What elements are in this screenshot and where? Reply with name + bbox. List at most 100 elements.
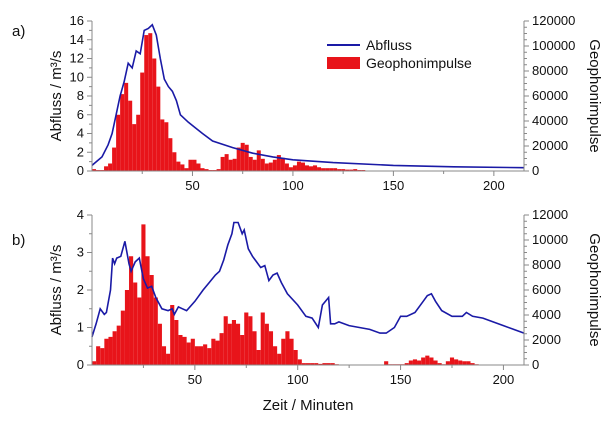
geophon-bar — [337, 169, 342, 171]
geophon-bar — [277, 353, 282, 365]
geophon-bar — [132, 124, 137, 171]
geophon-bar — [145, 256, 150, 365]
geophon-bar — [182, 336, 187, 365]
panel-a: 50 100 150 200 0 2 4 6 8 10 12 14 16 0 20000 40000 60000… — [70, 13, 576, 193]
geophon-bar — [96, 346, 101, 365]
geophon-bar — [164, 122, 169, 171]
y2-tick-label: 2000 — [532, 332, 561, 347]
geophon-bar — [425, 355, 430, 365]
geophon-bar — [204, 169, 209, 171]
geophon-bar — [124, 290, 130, 365]
geophon-bar — [188, 159, 193, 171]
y2-tick-label: 60000 — [532, 88, 568, 103]
geophon-bar — [330, 363, 335, 365]
y-tick-label: 10 — [70, 69, 84, 84]
y2-tick-label: 8000 — [532, 257, 561, 272]
geophon-bar — [408, 360, 413, 365]
geophon-bar — [100, 348, 105, 365]
y2-tick-label: 0 — [532, 163, 539, 178]
geophon-bar — [268, 331, 274, 365]
y2-tick-label: 120000 — [532, 13, 575, 28]
geophon-bar — [325, 168, 330, 171]
geophon-bar — [108, 163, 113, 171]
geophon-bar — [198, 346, 204, 365]
y-tick-label: 0 — [77, 163, 84, 178]
y2-tick-label: 6000 — [532, 282, 561, 297]
y2-tick-label: 12000 — [532, 207, 568, 222]
y-tick-label: 14 — [70, 32, 84, 47]
geophon-bar — [310, 363, 315, 365]
geophon-bar — [240, 142, 245, 171]
legend-swatch-geophonimpulse — [327, 57, 360, 69]
y-tick-label: 2 — [77, 282, 84, 297]
geophon-bar — [156, 86, 161, 171]
geophon-bar — [417, 360, 422, 365]
geophon-bar — [108, 336, 113, 365]
y2-tick-label: 80000 — [532, 63, 568, 78]
geophon-bar — [104, 338, 109, 365]
geophon-bar — [248, 316, 253, 365]
geophon-bar — [264, 323, 269, 365]
geophon-bar — [273, 346, 278, 365]
geophon-bar — [345, 169, 350, 171]
geophon-bar — [92, 361, 97, 365]
geophon-bar — [317, 167, 322, 171]
geophon-bar — [297, 359, 302, 365]
geophon-bar — [124, 82, 129, 171]
geophon-bar — [236, 147, 241, 171]
y2-tick-label: 20000 — [532, 138, 568, 153]
abfluss-line — [91, 23, 525, 169]
geophon-bar — [314, 363, 319, 365]
geophon-bar — [329, 168, 334, 171]
geophon-bar — [128, 100, 133, 171]
geophon-bar — [172, 152, 177, 171]
geophon-bar — [224, 154, 229, 171]
y-tick-label: 6 — [77, 107, 84, 122]
geophon-bar — [153, 297, 158, 365]
y2-tick-label: 10000 — [532, 232, 568, 247]
geophon-bar — [244, 312, 249, 365]
x-tick-label: 200 — [493, 372, 515, 387]
x-tick-label: 200 — [483, 178, 505, 193]
geophon-bar — [166, 353, 171, 365]
geophon-bar — [231, 320, 236, 365]
geophon-bar — [157, 323, 162, 365]
y2-tick-label: 0 — [532, 357, 539, 372]
geophon-bar — [148, 33, 153, 171]
y-tick-label: 1 — [77, 320, 84, 335]
geophon-bar — [215, 340, 220, 365]
geophon-bar — [149, 275, 154, 365]
geophon-bar — [244, 144, 249, 171]
y-tick-label: 12 — [70, 51, 84, 66]
geophon-bar — [454, 359, 459, 365]
geophon-bar — [180, 164, 185, 171]
geophon-bar — [296, 161, 301, 171]
geophon-bar — [116, 325, 121, 365]
geophon-bar — [293, 350, 298, 365]
geophon-bar — [309, 166, 314, 171]
y-tick-label: 3 — [77, 245, 84, 260]
geophon-bar — [264, 163, 269, 171]
geophon-bar — [120, 94, 125, 171]
geophon-bar — [196, 163, 201, 171]
geophon-bar — [458, 360, 463, 365]
geophon-bar — [92, 169, 97, 171]
geophon-bar — [112, 147, 117, 171]
x-tick-label: 50 — [185, 178, 199, 193]
geophon-bar — [280, 157, 285, 171]
y-tick-label: 4 — [77, 126, 84, 141]
geophon-bar — [192, 159, 197, 171]
y-tick-label: 2 — [77, 144, 84, 159]
geophon-bar — [260, 158, 265, 171]
geophon-bar — [104, 166, 109, 171]
geophon-bar — [300, 162, 305, 171]
x-tick-label: 150 — [390, 372, 412, 387]
geophon-bar — [240, 335, 245, 365]
geophon-bar — [161, 346, 167, 365]
y2-axis-label-a: Geophonimpulse — [586, 39, 603, 152]
geophon-bar — [112, 331, 117, 365]
geophon-bar — [333, 168, 338, 171]
geophon-bar — [284, 163, 289, 171]
geophon-bar — [288, 167, 293, 171]
geophon-bar — [220, 156, 225, 171]
